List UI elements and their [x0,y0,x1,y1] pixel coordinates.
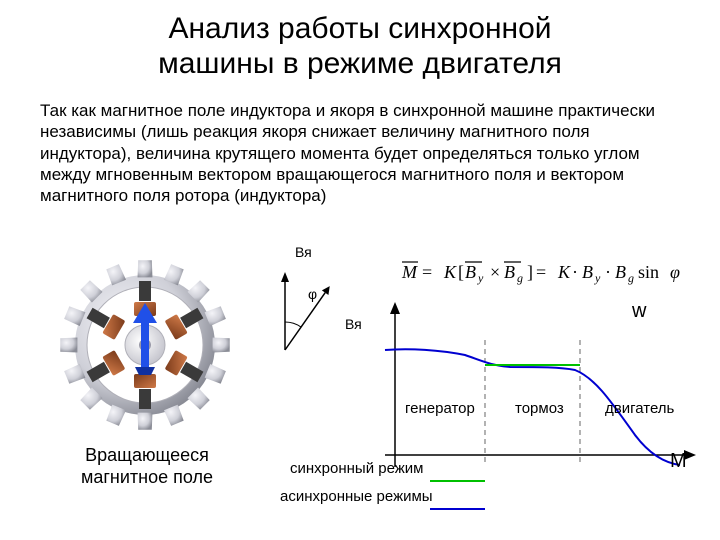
torque-formula: M = K [ B y × B g ] = K · B y · B g [400,256,690,290]
svg-text:g: g [628,271,634,285]
vector-label-phi: φ [308,286,317,302]
vector-label-b2: Вя [345,316,362,332]
svg-text:φ: φ [670,262,680,282]
svg-text:[: [ [458,262,464,282]
legend-async-swatch [430,497,485,499]
svg-text:y: y [594,271,601,285]
region-label-motor: двигатель [605,400,674,417]
svg-text:=: = [536,262,546,282]
slide-title: Анализ работы синхронноймашины в режиме … [0,12,720,81]
mode-chart [370,300,700,480]
motor-caption: Вращающееся магнитное поле [52,445,242,488]
svg-text:·: · [605,262,611,282]
svg-text:=: = [422,262,432,282]
vector-diagram [255,250,375,380]
svg-text:K: K [443,262,457,282]
svg-text:M: M [401,262,418,282]
svg-text:B: B [504,262,515,282]
svg-text:g: g [517,271,523,285]
region-label-generator: генератор [405,400,475,417]
body-paragraph: Так как магнитное поле индуктора и якоря… [40,100,680,206]
motor-diagram [55,255,235,435]
region-label-brake: тормоз [515,400,564,417]
legend-sync-swatch [430,469,485,471]
svg-text:y: y [477,271,484,285]
svg-text:·: · [572,262,578,282]
svg-text:K: K [557,262,571,282]
svg-text:×: × [490,262,500,282]
gear-outer [60,260,229,429]
vector-label-b1: Вя [295,244,312,260]
svg-text:B: B [615,262,626,282]
svg-text:]: ] [527,262,533,282]
svg-text:B: B [465,262,476,282]
svg-text:B: B [582,262,593,282]
legend-async-label: асинхронные режимы [280,488,433,505]
svg-text:sin: sin [638,262,659,282]
slide: Анализ работы синхронноймашины в режиме … [0,0,720,540]
legend-sync-label: синхронный режим [290,460,423,477]
axis-label-w: w [632,300,646,323]
axis-label-m: M [670,450,687,473]
